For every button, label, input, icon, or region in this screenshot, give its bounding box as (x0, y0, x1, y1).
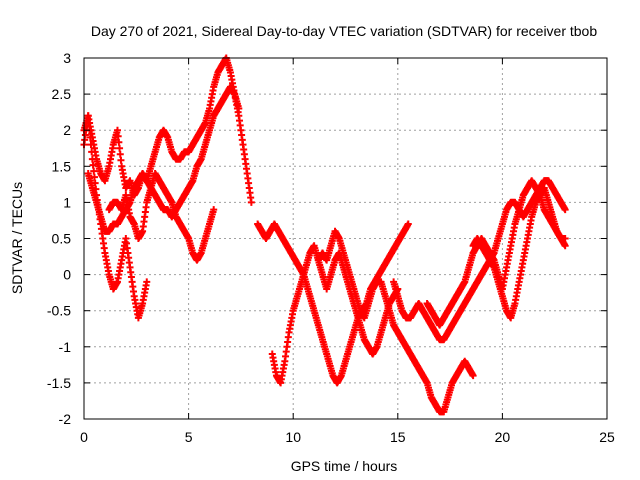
y-tick-label: -2 (59, 411, 72, 427)
data-point-marker (235, 105, 243, 113)
data-point-marker (247, 198, 255, 206)
y-tick-label: 1.5 (52, 158, 72, 174)
data-point-marker (90, 167, 98, 175)
series-arc-2 (80, 112, 151, 322)
data-point-marker (90, 173, 98, 181)
data-point-marker (404, 220, 412, 228)
data-point-marker (469, 372, 477, 380)
data-points (80, 54, 569, 416)
x-tick-label: 25 (599, 429, 615, 445)
series-arc-6 (268, 242, 402, 387)
data-point-marker (114, 132, 122, 140)
data-point-marker (116, 144, 124, 152)
data-point-marker (116, 150, 124, 158)
x-tick-label: 10 (285, 429, 301, 445)
series-arc-7 (314, 227, 477, 416)
data-point-marker (88, 148, 96, 156)
series-arc-4 (105, 170, 218, 264)
data-point-marker (84, 112, 92, 120)
data-point-marker (561, 206, 569, 214)
data-point-marker (210, 206, 218, 214)
y-tick-label: -0.5 (47, 303, 71, 319)
data-point-marker (88, 155, 96, 163)
y-tick-label: 2 (63, 122, 71, 138)
series-arc-5 (254, 220, 412, 387)
y-axis-label: SDTVAR / TECUs (9, 182, 25, 294)
chart-title: Day 270 of 2021, Sidereal Day-to-day VTE… (91, 23, 598, 39)
data-point-marker (113, 126, 121, 134)
series-arc-10 (469, 184, 569, 322)
y-tick-label: 0.5 (52, 231, 72, 247)
x-tick-label: 5 (185, 429, 193, 445)
data-point-marker (143, 278, 151, 286)
x-tick-label: 15 (390, 429, 406, 445)
y-tick-label: 1 (63, 194, 71, 210)
y-tick-label: -1.5 (47, 375, 71, 391)
data-point-marker (89, 161, 97, 169)
data-point-marker (115, 138, 123, 146)
x-axis-label: GPS time / hours (291, 458, 398, 474)
data-point-marker (86, 133, 94, 141)
y-tick-label: 2.5 (52, 86, 72, 102)
data-point-marker (87, 141, 95, 149)
data-point-marker (561, 242, 569, 250)
x-tick-label: 20 (495, 429, 511, 445)
axis-ticks: 0 5 10 15 20 25 -2 -1.5 -1 -0.5 0 0.5 1 1.5 2 2.5 3 (47, 50, 615, 445)
series-arc-1 (80, 54, 255, 206)
y-tick-label: 0 (63, 267, 71, 283)
series-arc-3 (84, 83, 243, 235)
data-point-marker (117, 156, 125, 164)
y-tick-label: 3 (63, 50, 71, 66)
data-point-marker (85, 119, 93, 127)
y-tick-label: -1 (59, 339, 72, 355)
data-point-marker (561, 235, 569, 242)
x-tick-label: 0 (80, 429, 88, 445)
